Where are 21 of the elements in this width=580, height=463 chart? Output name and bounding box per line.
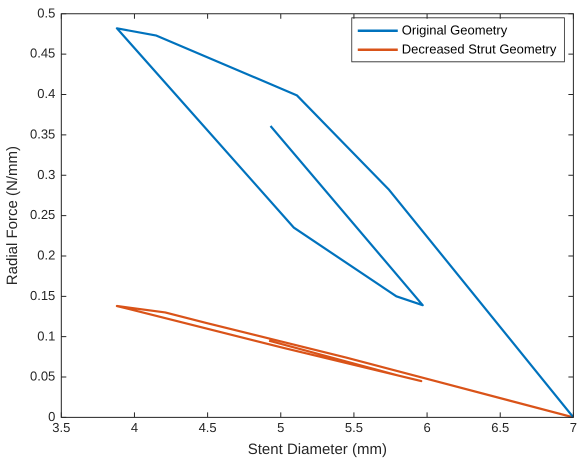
- x-tick-label: 6: [423, 420, 431, 435]
- y-tick-label: 0.5: [37, 5, 56, 20]
- y-tick-label: 0.15: [30, 288, 56, 303]
- y-tick-label: 0.05: [30, 368, 56, 384]
- y-tick-label: 0.25: [30, 207, 56, 222]
- y-tick-label: 0.45: [30, 46, 56, 61]
- legend-label: Decreased Strut Geometry: [402, 41, 557, 56]
- y-axis-title: Radial Force (N/mm): [4, 146, 22, 286]
- x-tick-label: 4.5: [198, 420, 217, 435]
- x-tick-label: 7: [570, 420, 577, 435]
- x-tick-label: 6.5: [491, 420, 510, 435]
- x-tick-label: 4: [130, 420, 138, 435]
- y-tick-label: 0.3: [37, 166, 56, 182]
- y-tick-label: 0.1: [37, 328, 56, 344]
- y-tick-label: 0.2: [37, 248, 56, 263]
- y-tick-label: 0.4: [37, 86, 56, 102]
- x-axis-title: Stent Diameter (mm): [248, 441, 387, 458]
- legend-label: Original Geometry: [402, 22, 508, 38]
- x-tick-label: 5.5: [344, 420, 363, 435]
- x-tick-label: 5: [277, 420, 284, 435]
- y-tick-label: 0.35: [30, 126, 56, 142]
